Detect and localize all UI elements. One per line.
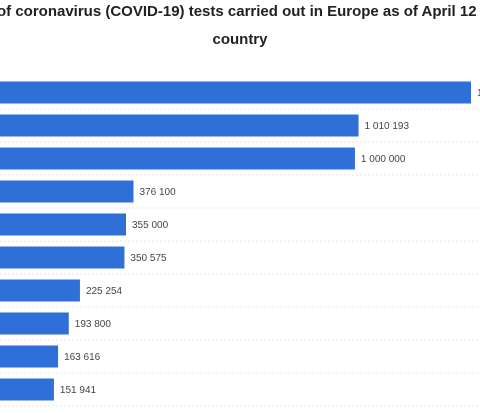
chart-title: of coronavirus (COVID-19) tests carried …: [0, 3, 477, 20]
value-label: 225 254: [86, 286, 123, 297]
bar: [0, 345, 59, 368]
value-label: 1: [477, 88, 480, 99]
value-label: 193 800: [75, 319, 112, 330]
bar: [0, 279, 80, 302]
value-label: 151 941: [60, 385, 97, 396]
bar: [0, 81, 471, 104]
value-label: 1 010 193: [365, 121, 410, 132]
bar: [0, 378, 54, 401]
chart-subtitle: country: [212, 31, 268, 48]
value-label: 163 616: [64, 352, 101, 363]
value-label: 1 000 000: [361, 154, 406, 165]
bar: [0, 180, 134, 203]
value-label: 350 575: [130, 253, 167, 264]
bar: [0, 312, 69, 335]
bar: [0, 114, 359, 137]
bar: [0, 147, 355, 170]
value-label: 376 100: [139, 187, 176, 198]
bar: [0, 213, 127, 236]
value-label: 355 000: [132, 220, 169, 231]
bar: [0, 246, 125, 269]
